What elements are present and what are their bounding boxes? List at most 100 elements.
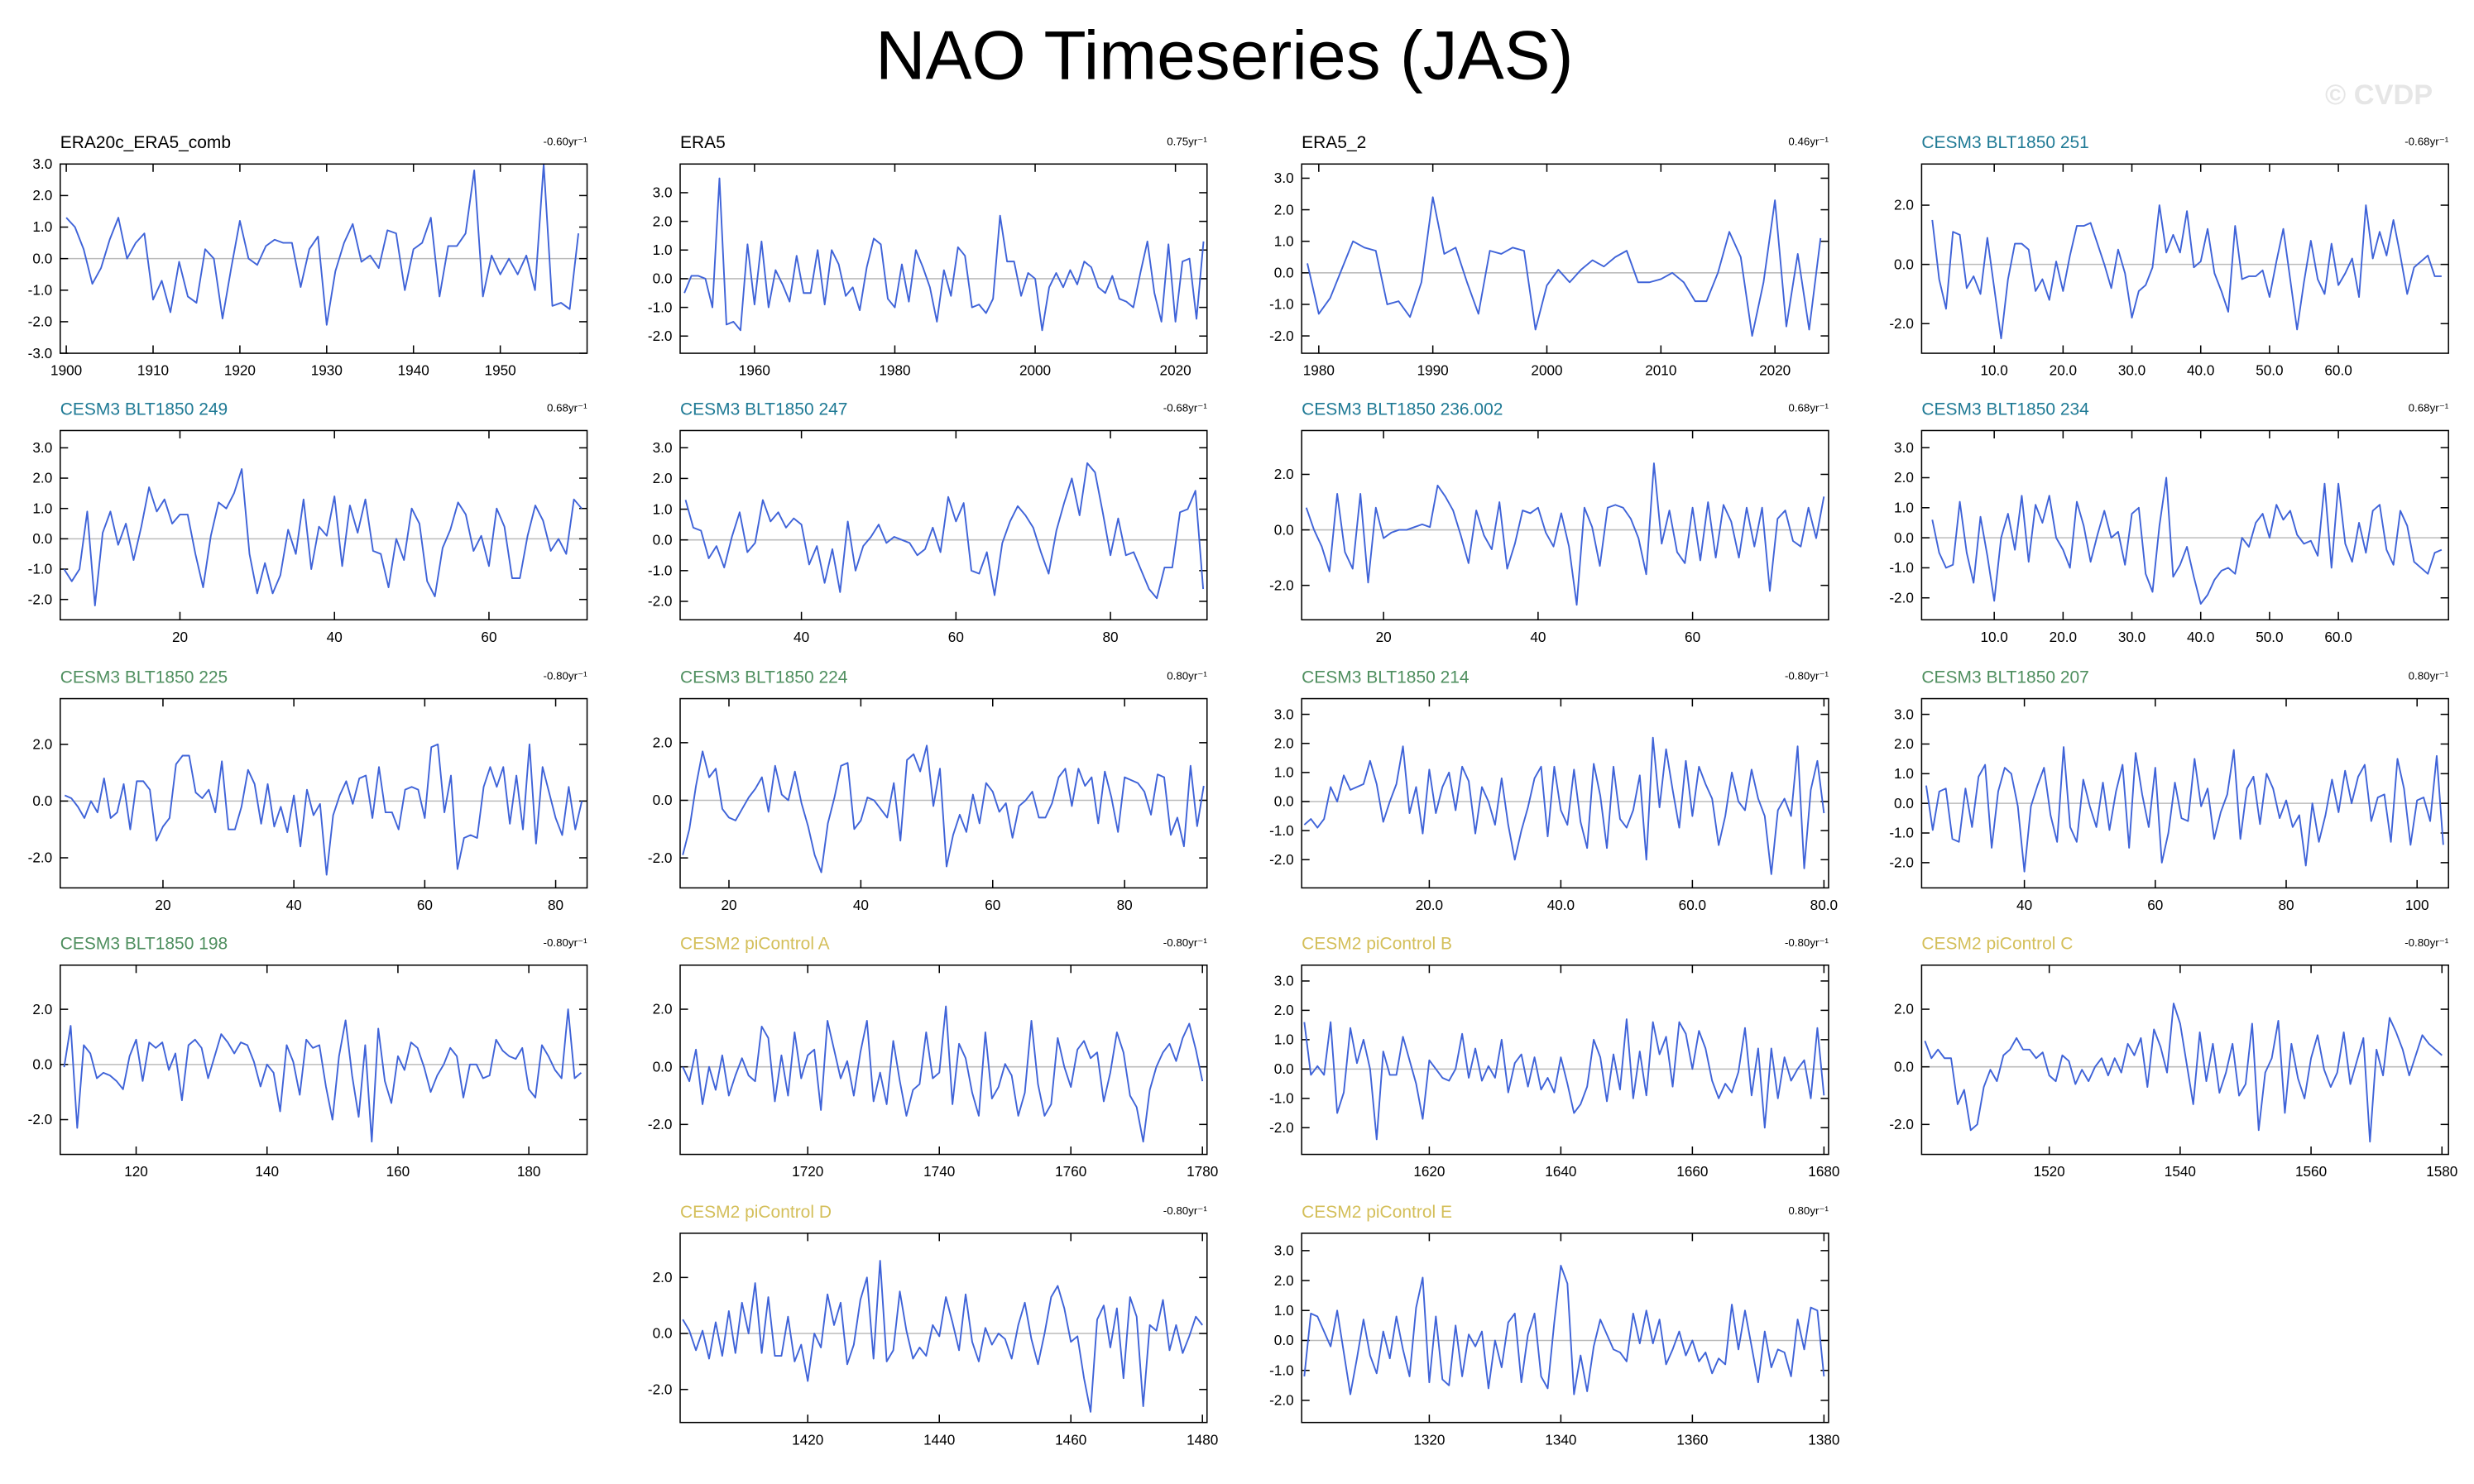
panel-title: CESM3 BLT1850 198 — [60, 935, 228, 954]
panel: CESM3 BLT1850 214 -0.80yr⁻¹ -2.0 -1.0 0.0 1.0… — [1269, 668, 1838, 914]
x-tick-label: 40 — [2016, 897, 2032, 913]
plot-frame — [679, 163, 1208, 354]
y-tick-label: 0.0 — [1274, 265, 1294, 281]
panel-title: CESM3 BLT1850 207 — [1921, 668, 2088, 687]
series-line — [1931, 476, 2443, 605]
x-tick-label: 60 — [985, 897, 1000, 913]
panel-title: CESM2 piControl C — [1921, 935, 2073, 954]
x-tick-label: 20 — [1376, 629, 1392, 645]
series-line — [1303, 1018, 1825, 1141]
y-tick-label: -1.0 — [1889, 559, 1914, 576]
panel-title: CESM3 BLT1850 249 — [60, 400, 228, 419]
y-tick-label: 0.0 — [32, 1056, 52, 1073]
panel: CESM2 piControl C -0.80yr⁻¹ -2.0 0.0 2.0 1520… — [1889, 935, 2457, 1180]
y-tick-label: 0.0 — [1894, 529, 1914, 546]
y-tick-label: 2.0 — [1274, 735, 1294, 751]
series-line — [1924, 1003, 2443, 1143]
x-tick-label: 1560 — [2295, 1163, 2327, 1180]
series-line — [1307, 196, 1822, 337]
y-tick-label: -2.0 — [648, 593, 673, 610]
trend-label: -0.80yr⁻¹ — [1785, 670, 1829, 682]
x-tick-label: 1440 — [923, 1431, 955, 1448]
x-tick-label: 80 — [2278, 897, 2294, 913]
y-tick-label: 2.0 — [32, 736, 52, 753]
y-tick-label: 1.0 — [32, 500, 52, 516]
y-tick-label: -1.0 — [648, 299, 673, 315]
y-tick-label: -2.0 — [648, 1381, 673, 1397]
series-line — [63, 468, 583, 606]
y-tick-label: -2.0 — [1269, 1392, 1294, 1409]
watermark: © CVDP — [2325, 79, 2433, 111]
y-tick-label: 0.0 — [32, 792, 52, 809]
panel: CESM3 BLT1850 225 -0.80yr⁻¹ -2.0 0.0 2.0 20 40… — [28, 668, 588, 913]
y-tick-label: 2.0 — [1894, 469, 1914, 486]
trend-label: -0.80yr⁻¹ — [1163, 1204, 1208, 1217]
panel: CESM3 BLT1850 247 -0.68yr⁻¹ -2.0 -1.0 0.0 1.0… — [648, 400, 1208, 645]
y-tick-label: 3.0 — [1274, 706, 1294, 722]
x-tick-label: 1940 — [398, 362, 429, 379]
x-tick-label: 80 — [1117, 897, 1133, 913]
x-tick-label: 40 — [853, 897, 869, 913]
y-tick-label: -2.0 — [28, 314, 53, 330]
x-tick-label: 20 — [155, 897, 170, 913]
x-tick-label: 1980 — [879, 362, 910, 379]
plot-frame — [1920, 429, 2449, 621]
trend-label: -0.80yr⁻¹ — [1785, 936, 1829, 949]
series-line — [682, 744, 1205, 874]
x-tick-label: 1910 — [137, 362, 169, 379]
panel-title: CESM3 BLT1850 225 — [60, 668, 228, 687]
series-line — [1305, 462, 1825, 606]
x-tick-label: 80.0 — [1810, 897, 1838, 913]
x-tick-label: 20 — [721, 897, 736, 913]
y-tick-label: 2.0 — [1274, 201, 1294, 218]
trend-label: -0.60yr⁻¹ — [544, 135, 588, 147]
y-tick-label: 2.0 — [653, 470, 673, 486]
x-tick-label: 40.0 — [1547, 897, 1575, 913]
y-tick-label: 2.0 — [653, 213, 673, 229]
panel-title: CESM3 BLT1850 236.002 — [1302, 400, 1503, 419]
trend-label: 0.68yr⁻¹ — [2409, 402, 2449, 414]
y-tick-label: 1.0 — [653, 242, 673, 258]
trend-label: 0.68yr⁻¹ — [1788, 402, 1829, 414]
trend-label: -0.68yr⁻¹ — [2404, 135, 2449, 147]
panel-title: CESM3 BLT1850 251 — [1921, 133, 2088, 152]
panel-title: CESM3 BLT1850 224 — [680, 668, 848, 687]
y-tick-label: -1.0 — [1269, 1090, 1294, 1107]
x-tick-label: 2020 — [1759, 362, 1791, 379]
y-tick-label: 3.0 — [32, 439, 52, 456]
plot-frame — [679, 429, 1208, 621]
y-tick-label: 2.0 — [653, 1001, 673, 1017]
y-tick-label: 2.0 — [32, 187, 52, 203]
y-tick-label: 3.0 — [1894, 706, 1914, 722]
x-tick-label: 1950 — [485, 362, 516, 379]
series-line — [682, 1260, 1203, 1413]
plot-frame — [679, 697, 1208, 889]
series-line — [1925, 746, 2444, 873]
x-tick-label: 40.0 — [2187, 629, 2214, 645]
x-tick-label: 1900 — [50, 362, 82, 379]
series-line — [1931, 204, 2442, 340]
x-tick-label: 20.0 — [2050, 629, 2077, 645]
y-tick-label: 2.0 — [1274, 1002, 1294, 1018]
x-tick-label: 140 — [255, 1163, 279, 1180]
trend-label: 0.68yr⁻¹ — [547, 402, 587, 414]
plot-frame — [1920, 965, 2449, 1156]
panel-title: CESM3 BLT1850 247 — [680, 400, 847, 419]
x-tick-label: 2020 — [1160, 362, 1191, 379]
series-line — [1303, 736, 1825, 875]
trend-label: -0.80yr⁻¹ — [544, 936, 588, 949]
y-tick-label: -2.0 — [28, 591, 53, 607]
y-tick-label: 1.0 — [1894, 500, 1914, 516]
y-tick-label: 2.0 — [1274, 466, 1294, 482]
y-tick-label: -2.0 — [1269, 1119, 1294, 1136]
plot-frame — [679, 965, 1208, 1156]
y-tick-label: 1.0 — [1274, 232, 1294, 249]
panel-title: CESM3 BLT1850 234 — [1921, 400, 2089, 419]
series-line — [64, 743, 583, 876]
x-tick-label: 50.0 — [2256, 629, 2283, 645]
x-tick-label: 60 — [481, 629, 496, 645]
trend-label: 0.80yr⁻¹ — [2409, 670, 2449, 682]
panel: CESM2 piControl A -0.80yr⁻¹ -2.0 0.0 2.0 1720… — [648, 935, 1218, 1180]
y-tick-label: 1.0 — [1274, 764, 1294, 781]
y-tick-label: 1.0 — [32, 218, 52, 235]
